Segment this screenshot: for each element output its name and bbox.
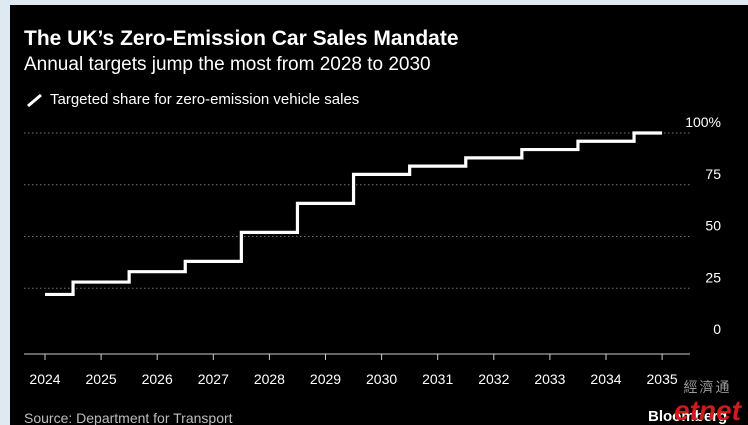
x-tick-label: 2032 xyxy=(478,371,509,387)
watermark-logo: 經濟通 etnet xyxy=(674,377,741,425)
series-line xyxy=(45,131,663,297)
gridlines xyxy=(24,132,690,289)
y-tick-label: 0 xyxy=(713,321,721,337)
source-note: Source: Department for Transport xyxy=(24,410,233,425)
step-line-chart: 0 25 50 75 100% 2024 2025 2026 2027 2028 2029 2030… xyxy=(24,114,721,387)
x-tick-label: 2035 xyxy=(647,371,678,387)
x-tick-label: 2030 xyxy=(366,371,397,387)
legend: Targeted share for zero-emission vehicle… xyxy=(26,91,359,108)
series-layer xyxy=(45,131,663,297)
x-tick-label: 2031 xyxy=(422,371,453,387)
x-tick-label: 2033 xyxy=(534,371,565,387)
y-axis: 0 25 50 75 100% xyxy=(685,114,721,337)
x-tick-label: 2024 xyxy=(29,371,60,387)
brand-logo: Bloomberg xyxy=(648,408,728,425)
watermark-chinese: 經濟通 xyxy=(683,379,732,395)
x-tick-label: 2029 xyxy=(310,371,341,387)
watermark-latin: etnet xyxy=(674,395,741,425)
chart-title: The UK’s Zero-Emission Car Sales Mandate xyxy=(24,27,459,50)
chart-subtitle: Annual targets jump the most from 2028 t… xyxy=(24,54,431,75)
x-axis: 2024 2025 2026 2027 2028 2029 2030 2031 2032 2033… xyxy=(24,353,690,387)
y-tick-label: 75 xyxy=(705,166,721,182)
x-tick-label: 2034 xyxy=(590,371,621,387)
chart-card: The UK’s Zero-Emission Car Sales Mandate… xyxy=(10,5,748,425)
pencil-line-icon xyxy=(26,93,44,107)
y-tick-label: 25 xyxy=(705,269,721,285)
legend-label: Targeted share for zero-emission vehicle… xyxy=(50,91,360,108)
y-tick-label: 50 xyxy=(705,218,721,234)
x-tick-label: 2026 xyxy=(142,371,173,387)
x-tick-label: 2028 xyxy=(254,371,285,387)
y-tick-label: 100% xyxy=(685,114,721,130)
x-tick-label: 2027 xyxy=(198,371,229,387)
x-tick-label: 2025 xyxy=(86,371,117,387)
